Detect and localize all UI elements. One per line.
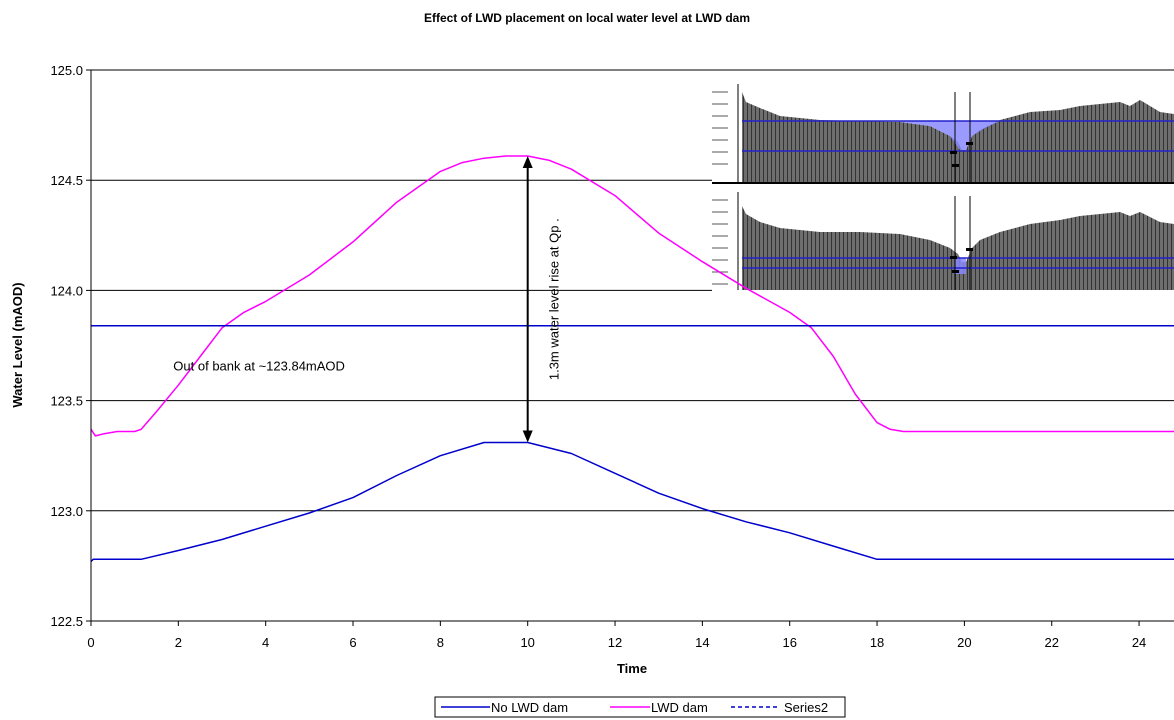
x-tick-label: 2 bbox=[175, 635, 182, 650]
chart-title: Effect of LWD placement on local water l… bbox=[424, 11, 750, 25]
x-tick-label: 10 bbox=[520, 635, 534, 650]
x-tick-label: 20 bbox=[957, 635, 971, 650]
x-tick-label: 16 bbox=[782, 635, 796, 650]
x-tick-label: 4 bbox=[262, 635, 269, 650]
inset-top-illustration bbox=[712, 78, 1174, 184]
x-tick-label: 24 bbox=[1132, 635, 1146, 650]
rise-arrow-head-top bbox=[522, 155, 533, 168]
legend-label-lwd-dam: LWD dam bbox=[651, 700, 708, 715]
y-tick-label: 124.0 bbox=[50, 283, 83, 298]
rise-arrow-head-bottom bbox=[522, 430, 533, 443]
legend: No LWD dam LWD dam Series2 bbox=[434, 696, 846, 718]
x-tick-label: 0 bbox=[87, 635, 94, 650]
out-of-bank-annotation: Out of bank at ~123.84mAOD bbox=[173, 358, 345, 373]
x-tick-label: 8 bbox=[437, 635, 444, 650]
x-tick-label: 12 bbox=[608, 635, 622, 650]
legend-label-series2: Series2 bbox=[784, 700, 828, 715]
series-lines bbox=[91, 155, 1174, 563]
x-tick-label: 14 bbox=[695, 635, 709, 650]
y-tick-label: 123.0 bbox=[50, 504, 83, 519]
water-rise-annotation: 1.3m water level rise at Qp . bbox=[546, 218, 561, 380]
y-tick-label: 122.5 bbox=[50, 614, 83, 629]
series-line-no-lwd-dam bbox=[91, 441, 1174, 563]
y-axis-title: Water Level (mAOD) bbox=[10, 282, 25, 407]
x-tick-label: 18 bbox=[870, 635, 884, 650]
y-tick-label: 123.5 bbox=[50, 394, 83, 409]
x-tick-label: 6 bbox=[349, 635, 356, 650]
series-line-lwd-dam bbox=[91, 155, 1174, 437]
legend-label-no-lwd-dam: No LWD dam bbox=[491, 700, 568, 715]
y-tick-label: 125.0 bbox=[50, 63, 83, 78]
rise-arrow bbox=[522, 155, 533, 443]
y-tick-label: 124.5 bbox=[50, 173, 83, 188]
inset-bottom-illustration bbox=[712, 188, 1174, 292]
inset-cross-sections bbox=[712, 78, 1174, 292]
plot-axes bbox=[90, 70, 1174, 622]
x-tick-label: 22 bbox=[1044, 635, 1058, 650]
x-axis-title: Time bbox=[617, 661, 647, 676]
